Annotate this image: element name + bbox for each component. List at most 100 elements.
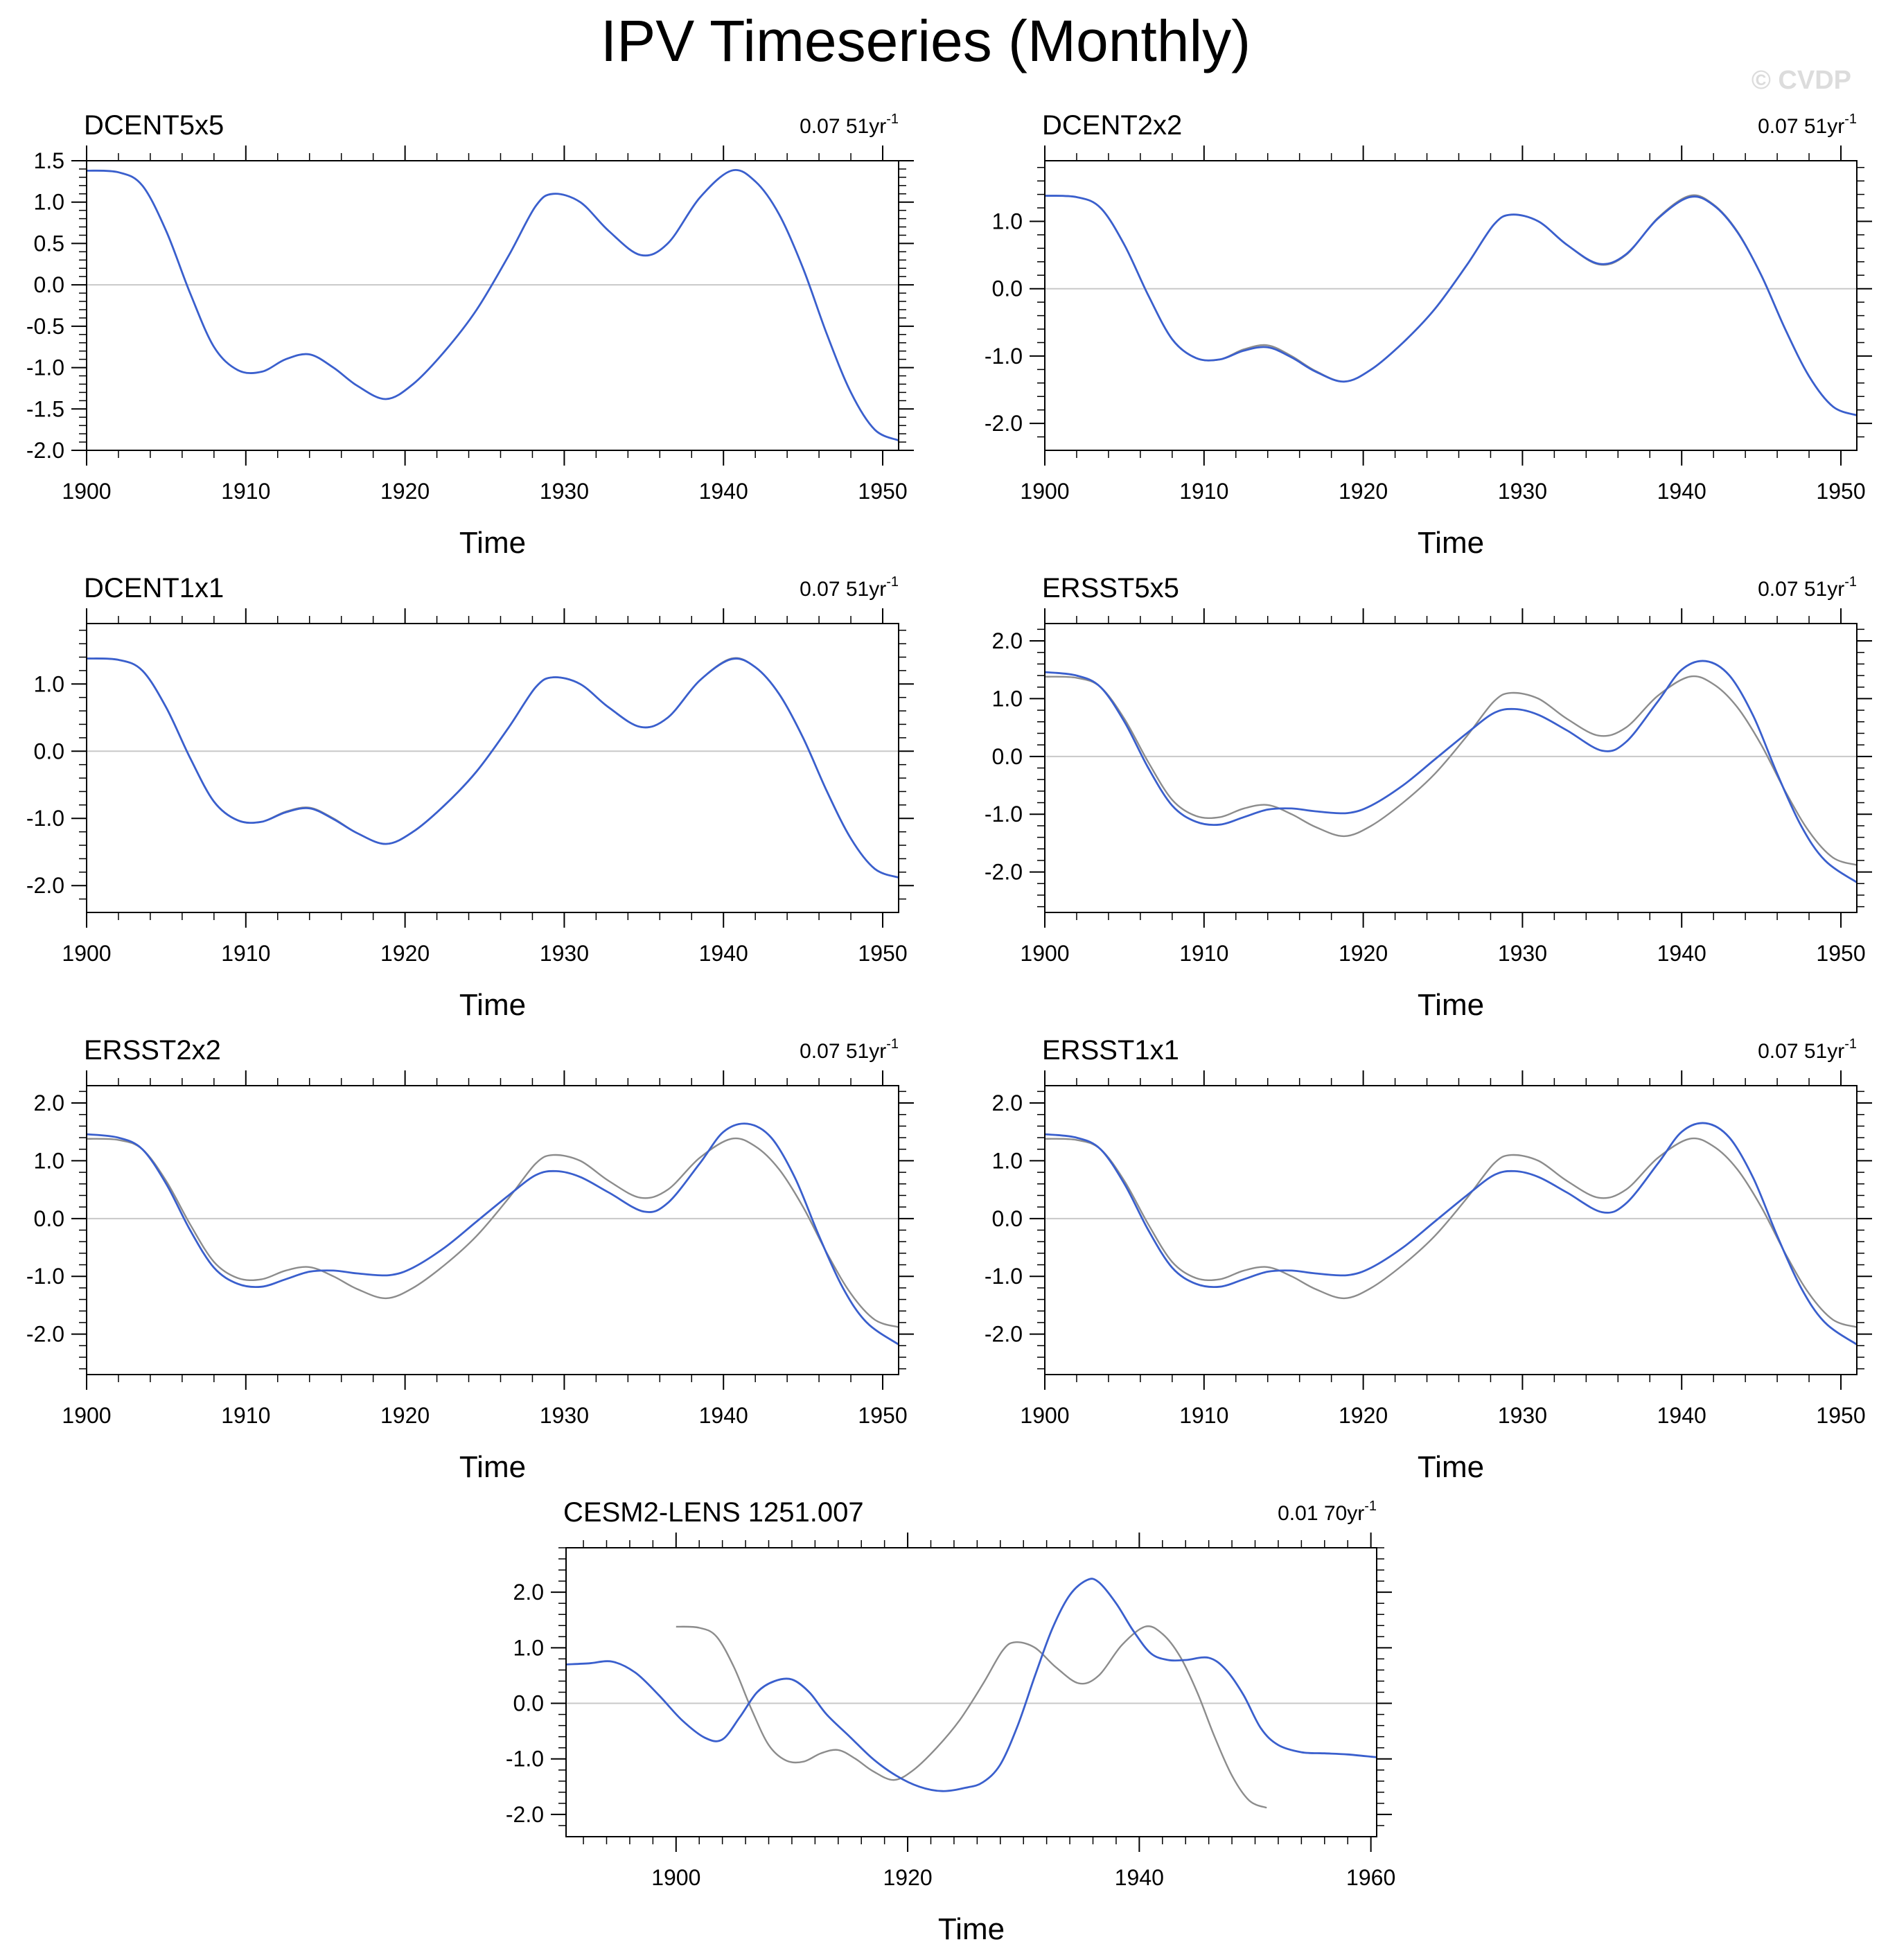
y-tick-label: -2.0 — [985, 411, 1023, 436]
chart-panel: 1900 1910 1920 1930 1940 1950 -2.0 -1.0 0.0 1.0 2.… — [985, 1035, 1872, 1484]
x-tick-label: 1940 — [1657, 941, 1706, 966]
x-tick-label: 1920 — [380, 1403, 430, 1428]
x-tick-label: 1960 — [1346, 1865, 1395, 1890]
x-tick-label: 1900 — [1020, 941, 1069, 966]
trend-exponent: -1 — [1844, 574, 1857, 590]
x-axis-label: Time — [459, 988, 526, 1022]
x-tick-label: 1910 — [221, 1403, 270, 1428]
x-tick-label: 1940 — [699, 479, 748, 504]
y-tick-label: 0.0 — [992, 1206, 1023, 1231]
model-series-line — [1045, 660, 1857, 883]
y-tick-label: 0.0 — [34, 739, 64, 763]
plot-frame — [1044, 623, 1858, 913]
x-axis-label: Time — [938, 1912, 1005, 1946]
y-tick-label: -2.0 — [985, 860, 1023, 885]
x-tick-label: 1920 — [380, 941, 430, 966]
x-tick-label: 1900 — [1020, 479, 1069, 504]
y-tick-label: 1.0 — [34, 671, 64, 696]
trend-exponent: -1 — [1844, 112, 1857, 127]
x-axis-label: Time — [1418, 526, 1484, 560]
y-tick-label: -1.0 — [26, 806, 64, 831]
x-tick-label: 1910 — [221, 941, 270, 966]
x-tick-label: 1900 — [651, 1865, 700, 1890]
page-title: IPV Timeseries (Monthly) — [601, 8, 1251, 73]
trend-exponent: -1 — [886, 112, 899, 127]
panel-title: DCENT5x5 — [84, 110, 224, 141]
trend-label: 0.07 51yr-1 — [1758, 112, 1857, 138]
panel-title: DCENT2x2 — [1042, 110, 1182, 141]
series-group — [1045, 1122, 1857, 1345]
x-tick-label: 1930 — [540, 479, 589, 504]
x-tick-label: 1910 — [221, 479, 270, 504]
y-tick-label: 2.0 — [992, 628, 1023, 653]
y-tick-label: 0.5 — [34, 231, 64, 256]
plot-frame — [1044, 160, 1858, 451]
y-tick-label: 2.0 — [513, 1580, 544, 1605]
chart-panel: 1900 1910 1920 1930 1940 1950 -2.0 -1.5 -1.0 -0.5… — [26, 110, 914, 560]
y-tick-label: 1.0 — [992, 1148, 1023, 1173]
y-tick-label: 1.0 — [513, 1635, 544, 1660]
model-series-line — [87, 1122, 899, 1345]
y-tick-label: 2.0 — [34, 1091, 64, 1115]
trend-value: 0.07 51yr — [800, 1040, 886, 1063]
series-group — [87, 169, 899, 442]
plot-frame — [1044, 1085, 1858, 1375]
x-tick-label: 1940 — [699, 941, 748, 966]
panel-title: ERSST2x2 — [84, 1035, 221, 1066]
trend-exponent: -1 — [1364, 1499, 1377, 1514]
reference-series-line — [1045, 1137, 1857, 1328]
chart-panel: 1900 1910 1920 1930 1940 1950 -2.0 -1.0 0.0 1.0 2.… — [26, 1035, 914, 1484]
plot-frame — [565, 1547, 1377, 1837]
y-tick-label: 2.0 — [992, 1091, 1023, 1115]
trend-exponent: -1 — [886, 1036, 899, 1052]
y-tick-label: -2.0 — [26, 438, 64, 463]
y-tick-label: -1.5 — [26, 396, 64, 421]
y-tick-label: -1.0 — [26, 1264, 64, 1289]
x-tick-label: 1940 — [1657, 1403, 1706, 1428]
trend-exponent: -1 — [886, 574, 899, 590]
series-group — [1045, 194, 1857, 416]
y-tick-label: 0.0 — [34, 1206, 64, 1231]
reference-series-line — [1045, 675, 1857, 866]
y-tick-label: -2.0 — [26, 873, 64, 898]
y-tick-label: 0.0 — [992, 276, 1023, 301]
series-group — [87, 1122, 899, 1345]
panel-title: ERSST5x5 — [1042, 573, 1179, 603]
x-tick-label: 1900 — [62, 941, 111, 966]
x-tick-label: 1910 — [1179, 1403, 1228, 1428]
y-tick-label: -1.0 — [985, 344, 1023, 369]
x-tick-label: 1950 — [858, 941, 907, 966]
y-tick-label: 1.0 — [34, 1148, 64, 1173]
y-tick-label: -2.0 — [985, 1322, 1023, 1347]
x-tick-label: 1920 — [1339, 941, 1388, 966]
x-tick-label: 1920 — [1339, 479, 1388, 504]
model-series-line — [1045, 195, 1857, 416]
x-tick-label: 1950 — [858, 1403, 907, 1428]
x-axis-label: Time — [459, 526, 526, 560]
y-tick-label: -2.0 — [26, 1322, 64, 1347]
y-tick-label: -1.0 — [506, 1747, 544, 1772]
x-tick-label: 1900 — [62, 1403, 111, 1428]
x-tick-label: 1950 — [1816, 479, 1865, 504]
series-group — [87, 657, 899, 879]
x-tick-label: 1900 — [62, 479, 111, 504]
trend-label: 0.07 51yr-1 — [1758, 1036, 1857, 1063]
model-series-line — [87, 169, 899, 442]
x-tick-label: 1930 — [1498, 1403, 1547, 1428]
trend-value: 0.07 51yr — [800, 115, 886, 138]
reference-series-line — [87, 1137, 899, 1328]
trend-value: 0.07 51yr — [1758, 578, 1844, 601]
trend-exponent: -1 — [1844, 1036, 1857, 1052]
y-tick-label: -0.5 — [26, 314, 64, 339]
series-group — [1045, 660, 1857, 883]
chart-panel: 1900 1910 1920 1930 1940 1950 -2.0 -1.0 0.0 1.0 DC… — [26, 573, 914, 1022]
x-tick-label: 1920 — [883, 1865, 932, 1890]
y-tick-label: -1.0 — [985, 802, 1023, 827]
x-axis-label: Time — [459, 1450, 526, 1484]
x-axis-label: Time — [1418, 1450, 1484, 1484]
x-tick-label: 1920 — [1339, 1403, 1388, 1428]
trend-label: 0.01 70yr-1 — [1278, 1499, 1377, 1525]
x-tick-label: 1940 — [699, 1403, 748, 1428]
y-tick-label: 1.0 — [992, 209, 1023, 233]
y-tick-label: -1.0 — [26, 355, 64, 380]
